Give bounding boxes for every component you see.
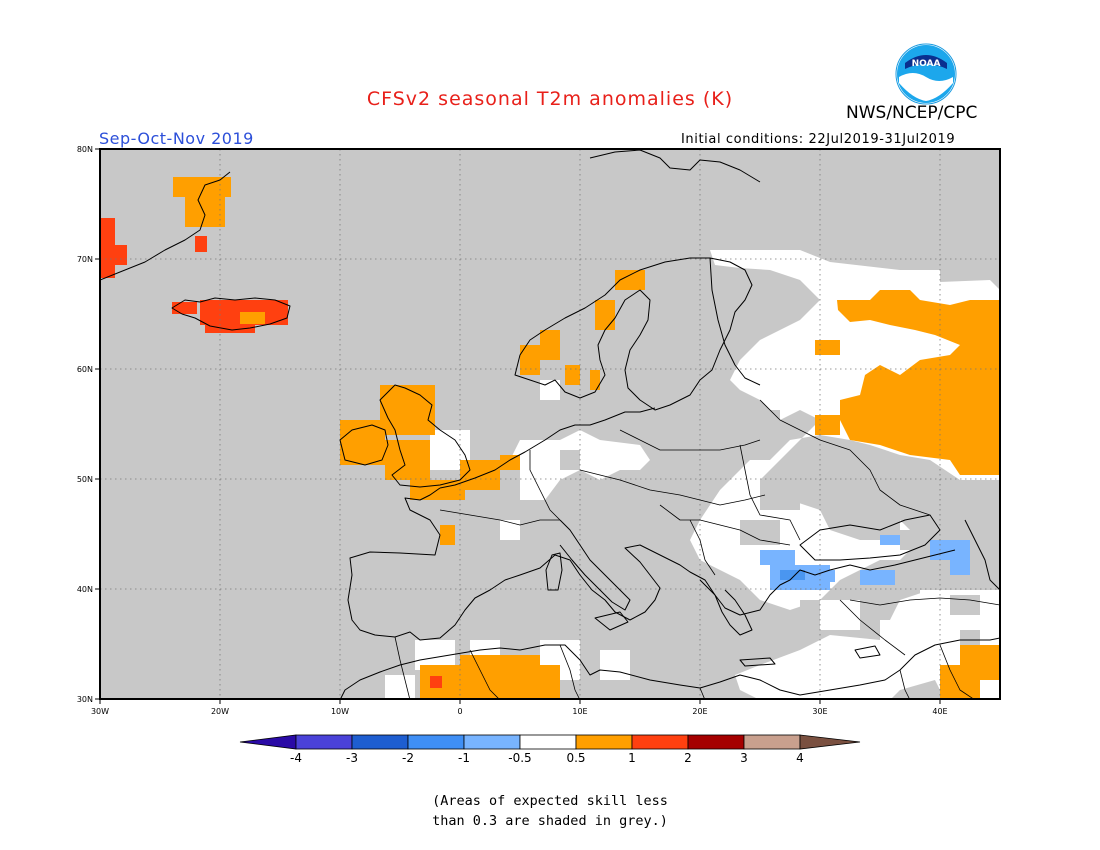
lat-tick-label: 70N <box>77 255 93 264</box>
colorbar-label: 4 <box>796 751 804 765</box>
colorbar-low-triangle <box>239 734 297 750</box>
lat-tick-label: 30N <box>77 695 93 704</box>
colorbar-label: -1 <box>458 751 470 765</box>
noaa-logo-icon: NOAA <box>895 43 957 105</box>
latitude-labels: 80N 70N 60N 50N 40N 30N <box>77 145 93 704</box>
lon-tick-label: 10E <box>572 707 587 716</box>
colorbar <box>239 734 861 750</box>
colorbar-labels: -4 -3 -2 -1 -0.5 0.5 1 2 3 4 <box>290 751 804 765</box>
colorbar-label: -0.5 <box>508 751 531 765</box>
lon-tick-label: 30W <box>91 707 109 716</box>
lon-tick-label: 20W <box>211 707 229 716</box>
anomaly-map: 80N 70N 60N 50N 40N 30N 30W 20W 10W 0 10… <box>77 145 1001 765</box>
strong-warm-anomaly-regions <box>100 218 442 688</box>
colorbar-bin <box>463 734 521 750</box>
lon-tick-label: 30E <box>812 707 827 716</box>
colorbar-label: 2 <box>684 751 692 765</box>
organization-label: NWS/NCEP/CPC <box>846 103 978 123</box>
lat-tick-label: 40N <box>77 585 93 594</box>
lon-tick-label: 40E <box>932 707 947 716</box>
lat-tick-label: 50N <box>77 475 93 484</box>
lon-tick-label: 0 <box>457 707 462 716</box>
low-skill-patches <box>560 410 980 650</box>
lat-tick-label: 60N <box>77 365 93 374</box>
lon-tick-label: 20E <box>692 707 707 716</box>
latitude-axis <box>95 148 100 700</box>
colorbar-label: 1 <box>628 751 636 765</box>
colorbar-label: -3 <box>346 751 358 765</box>
skill-note-line: (Areas of expected skill less <box>432 793 668 809</box>
colorbar-label: -4 <box>290 751 302 765</box>
lon-tick-label: 10W <box>331 707 349 716</box>
colorbar-bin <box>407 734 465 750</box>
colorbar-bin <box>743 734 801 750</box>
colorbar-label: 3 <box>740 751 748 765</box>
colorbar-bin <box>295 734 353 750</box>
colorbar-bin <box>519 734 577 750</box>
coastlines <box>100 149 1000 699</box>
longitude-axis <box>99 699 941 704</box>
longitude-labels: 30W 20W 10W 0 10E 20E 30E 40E <box>91 707 948 716</box>
graticule <box>100 149 1000 699</box>
map-title: CFSv2 seasonal T2m anomalies (K) <box>366 88 734 110</box>
skill-note: (Areas of expected skill less than 0.3 a… <box>0 791 1100 831</box>
colorbar-high-triangle <box>799 734 861 750</box>
colorbar-bin <box>575 734 633 750</box>
warm-anomaly-regions <box>173 177 1000 699</box>
colorbar-bin <box>687 734 745 750</box>
colorbar-label: -2 <box>402 751 414 765</box>
colorbar-bin <box>351 734 409 750</box>
skill-note-line: than 0.3 are shaded in grey.) <box>432 813 668 829</box>
svg-text:NOAA: NOAA <box>912 59 941 69</box>
lat-tick-label: 80N <box>77 145 93 154</box>
map-frame <box>99 148 1001 700</box>
initial-conditions-label: Initial conditions: 22Jul2019-31Jul2019 <box>681 132 956 147</box>
colorbar-label: 0.5 <box>566 751 585 765</box>
colorbar-bin <box>631 734 689 750</box>
season-label: Sep-Oct-Nov 2019 <box>99 129 254 148</box>
